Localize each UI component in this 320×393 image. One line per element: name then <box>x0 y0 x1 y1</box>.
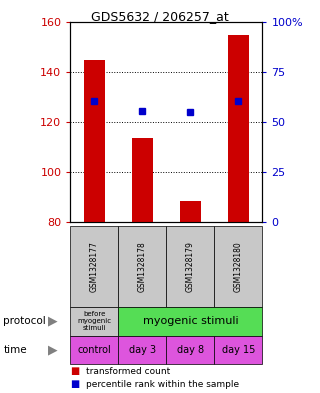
Text: percentile rank within the sample: percentile rank within the sample <box>86 380 240 389</box>
Text: GSM1328179: GSM1328179 <box>186 241 195 292</box>
Text: ■: ■ <box>70 366 80 376</box>
Text: day 8: day 8 <box>177 345 204 355</box>
Text: day 3: day 3 <box>129 345 156 355</box>
Bar <box>228 35 249 222</box>
Text: day 15: day 15 <box>222 345 255 355</box>
Text: GDS5632 / 206257_at: GDS5632 / 206257_at <box>91 10 229 23</box>
Text: GSM1328180: GSM1328180 <box>234 241 243 292</box>
Text: control: control <box>77 345 111 355</box>
Bar <box>180 201 201 222</box>
Text: GSM1328178: GSM1328178 <box>138 241 147 292</box>
Text: ▶: ▶ <box>48 343 58 356</box>
Text: time: time <box>3 345 27 355</box>
Text: GSM1328177: GSM1328177 <box>90 241 99 292</box>
Text: ■: ■ <box>70 379 80 389</box>
Text: ▶: ▶ <box>48 315 58 328</box>
Text: protocol: protocol <box>3 316 46 326</box>
Text: transformed count: transformed count <box>86 367 171 376</box>
Bar <box>132 138 153 222</box>
Bar <box>84 61 105 222</box>
Text: myogenic stimuli: myogenic stimuli <box>143 316 238 326</box>
Text: before
myogenic
stimuli: before myogenic stimuli <box>77 311 111 331</box>
